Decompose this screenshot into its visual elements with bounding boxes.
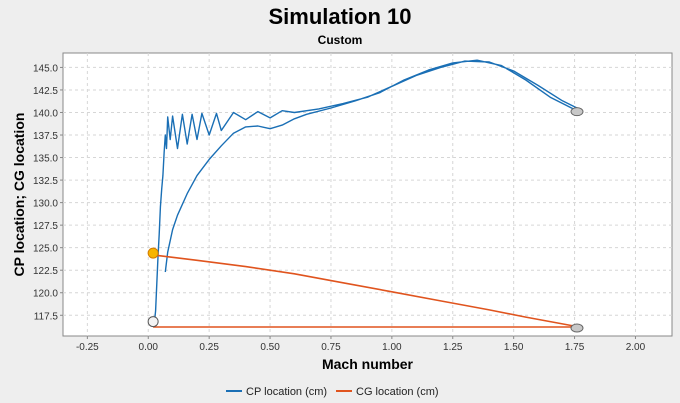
parachute-icon	[570, 107, 584, 117]
y-tick-label: 140.0	[33, 108, 58, 119]
x-tick-label: 0.50	[260, 342, 280, 353]
y-tick-label: 132.5	[33, 176, 58, 187]
legend-label-1: CP location (cm)	[246, 386, 327, 398]
x-tick-label: 1.00	[382, 342, 402, 353]
chart-subtitle: Custom	[317, 33, 363, 47]
plot-background	[62, 52, 673, 337]
x-tick-label: 0.00	[139, 342, 159, 353]
x-tick-label: 1.50	[504, 342, 524, 353]
y-tick-label: 120.0	[33, 289, 58, 300]
y-tick-label: 137.5	[33, 131, 58, 142]
y-tick-label: 142.5	[33, 86, 58, 97]
parachute-icon	[570, 323, 584, 333]
series-line-1	[152, 59, 578, 328]
launch-icon	[147, 316, 159, 328]
x-tick-label: 1.25	[443, 342, 463, 353]
legend-label-2: CG location (cm)	[356, 386, 439, 398]
x-tick-label: 2.00	[626, 342, 646, 353]
y-tick-label: 135.0	[33, 154, 58, 165]
y-tick-label: 127.5	[33, 221, 58, 232]
x-tick-label: -0.25	[76, 342, 99, 353]
y-tick-label: 117.5	[34, 311, 59, 322]
x-tick-label: 0.75	[321, 342, 341, 353]
y-tick-label: 130.0	[33, 199, 58, 210]
x-tick-label: 1.75	[565, 342, 585, 353]
motor-burnout-icon	[147, 247, 159, 259]
y-tick-label: 122.5	[33, 266, 58, 277]
chart-title: Simulation 10	[268, 4, 412, 29]
y-axis-label: CP location; CG location	[11, 113, 27, 277]
x-axis-label: Mach number	[322, 356, 414, 372]
y-tick-label: 125.0	[33, 244, 58, 255]
x-tick-label: 0.25	[199, 342, 219, 353]
y-tick-label: 145.0	[33, 63, 58, 74]
